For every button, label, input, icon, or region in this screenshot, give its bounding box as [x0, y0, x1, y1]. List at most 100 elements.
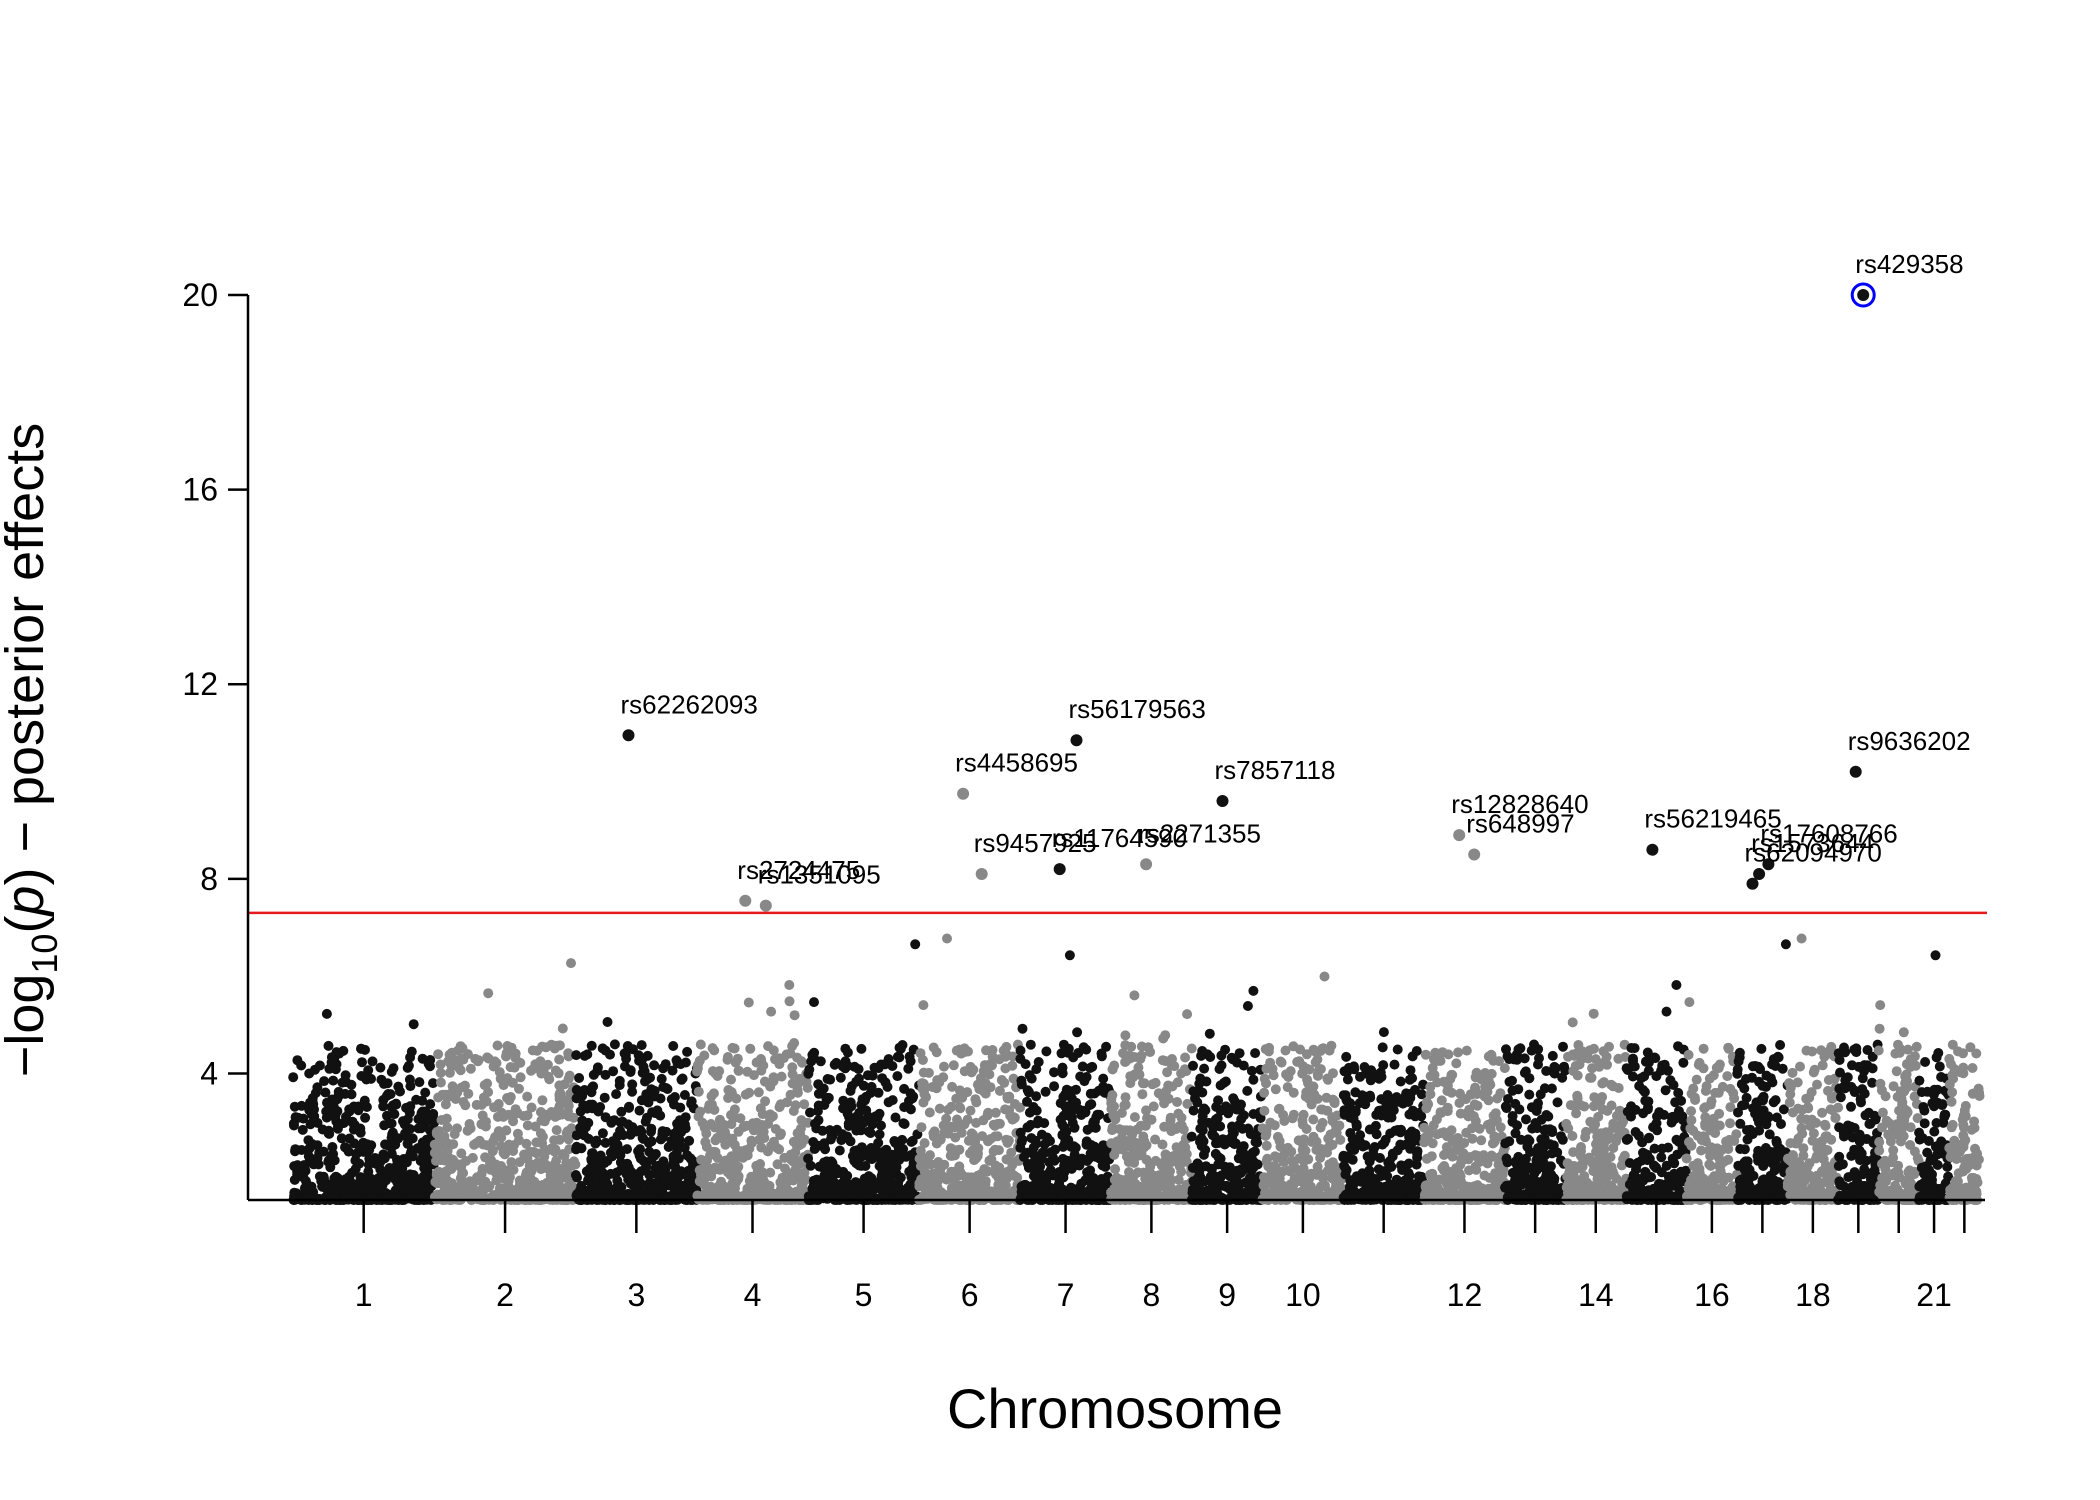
snp-point	[887, 1061, 898, 1071]
snp-points	[288, 933, 1985, 1205]
snp-point	[379, 1153, 390, 1164]
snp-point	[1282, 1142, 1293, 1153]
snp-point	[328, 1075, 339, 1086]
snp-point	[405, 1052, 416, 1063]
snp-point	[1120, 1056, 1131, 1067]
snp-point	[1488, 1137, 1499, 1148]
snp-point	[1300, 1091, 1311, 1102]
snp-point	[332, 1106, 343, 1117]
snp-point	[880, 1077, 891, 1088]
snp-point	[716, 1176, 727, 1187]
snp-point	[1268, 1190, 1279, 1201]
snp-point	[288, 1118, 299, 1129]
snp-point	[1433, 1055, 1444, 1066]
snp-point	[682, 1150, 693, 1161]
snp-point	[846, 1101, 857, 1112]
snp-point	[733, 1065, 744, 1076]
snp-point	[1168, 1123, 1179, 1133]
snp-point	[561, 1128, 572, 1139]
snp-point	[1403, 1158, 1414, 1169]
snp-point	[1064, 950, 1075, 961]
snp-point	[994, 1085, 1005, 1096]
snp-point	[1244, 1172, 1255, 1183]
snp-point	[1120, 1092, 1131, 1103]
snp-point	[377, 1173, 387, 1184]
snp-point	[440, 1166, 451, 1177]
snp-point	[1297, 1119, 1308, 1130]
snp-point	[349, 1138, 360, 1149]
snp-point	[1535, 1089, 1546, 1100]
snp-point	[1330, 1120, 1341, 1131]
snp-point	[463, 1088, 474, 1099]
snp-point	[1024, 1070, 1035, 1081]
snp-point	[317, 1176, 328, 1187]
snp-point	[643, 1097, 654, 1108]
snp-point	[748, 1070, 759, 1081]
snp-point	[860, 1161, 871, 1171]
snp-point	[1018, 1184, 1029, 1195]
snp-point	[485, 1164, 496, 1175]
snp-point	[789, 1010, 800, 1021]
snp-point	[1310, 1057, 1321, 1068]
snp-point	[953, 1168, 964, 1179]
snp-point	[433, 1166, 444, 1177]
snp-point	[515, 1072, 526, 1083]
snp-point	[344, 1104, 355, 1115]
snp-point	[570, 1170, 581, 1180]
snp-point	[1344, 1099, 1355, 1110]
snp-point	[1487, 1151, 1498, 1162]
snp-point	[554, 1080, 565, 1091]
snp-point	[304, 1143, 315, 1154]
snp-point	[1479, 1170, 1490, 1181]
snp-point	[793, 1168, 804, 1179]
snp-point	[1268, 1070, 1279, 1081]
snp-point	[720, 1155, 731, 1166]
snp-point	[289, 1101, 300, 1112]
snp-point	[805, 1160, 816, 1171]
snp-point	[605, 1190, 616, 1201]
snp-point	[799, 1099, 810, 1110]
snp-point	[686, 1096, 697, 1107]
snp-point	[1451, 1058, 1462, 1069]
snp-point	[510, 1104, 521, 1115]
snp-point	[635, 1144, 645, 1155]
snp-point	[1312, 1070, 1323, 1081]
snp-point	[763, 1118, 773, 1129]
snp-point	[1182, 1098, 1193, 1109]
snp-point	[400, 1130, 411, 1141]
snp-point	[1263, 1161, 1274, 1172]
snp-point	[526, 1065, 536, 1076]
snp-point	[1160, 1155, 1171, 1166]
snp-point	[671, 1140, 682, 1151]
snp-point	[1446, 1125, 1457, 1136]
snp-point	[389, 1109, 400, 1120]
snp-point	[1262, 1153, 1273, 1164]
snp-point	[537, 1095, 548, 1106]
snp-point	[1273, 1152, 1284, 1163]
snp-point	[730, 1183, 740, 1194]
snp-point	[985, 1059, 996, 1070]
snp-point	[1288, 1180, 1299, 1191]
snp-point	[1145, 1159, 1155, 1169]
snp-point	[1245, 1129, 1256, 1140]
snp-point	[861, 1105, 872, 1116]
snp-point	[1186, 1043, 1197, 1054]
snp-point	[788, 1106, 799, 1116]
snp-point	[1004, 1091, 1015, 1102]
snp-point	[1316, 1144, 1326, 1154]
snp-point	[624, 1101, 634, 1112]
snp-point	[987, 1045, 998, 1055]
snp-point	[351, 1149, 362, 1160]
snp-point	[948, 1060, 959, 1071]
snp-point	[595, 1102, 606, 1112]
snp-point	[1559, 1061, 1570, 1072]
snp-point	[553, 1110, 564, 1121]
snp-point	[671, 1055, 682, 1066]
snp-point	[1119, 1100, 1130, 1111]
snp-point	[839, 1170, 850, 1181]
snp-point	[1300, 1145, 1311, 1156]
snp-point	[1222, 1181, 1233, 1192]
snp-point	[1031, 1064, 1042, 1075]
snp-point	[1126, 1183, 1137, 1194]
snp-point	[699, 1179, 709, 1190]
